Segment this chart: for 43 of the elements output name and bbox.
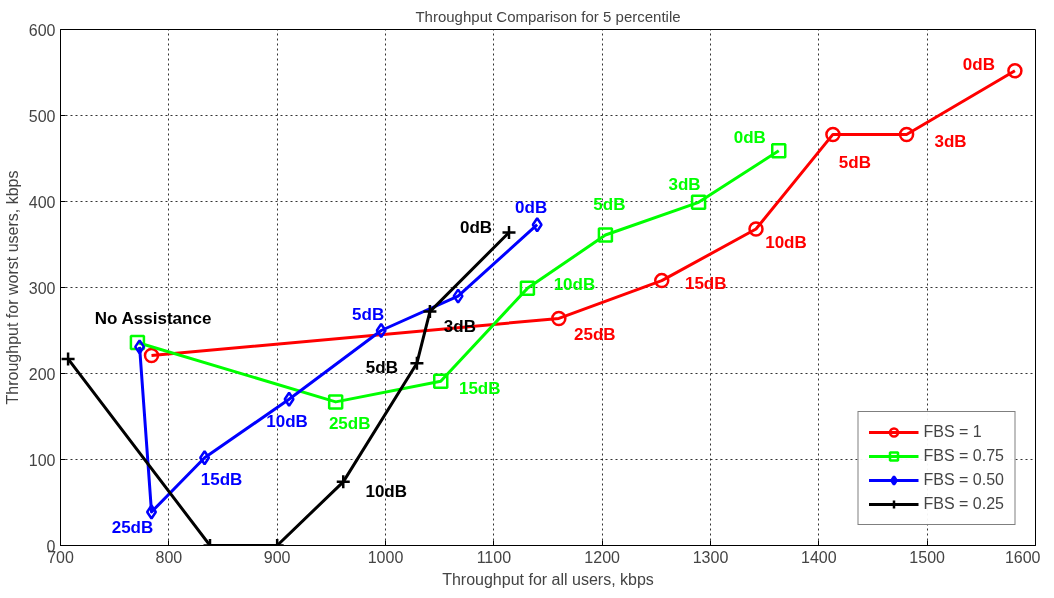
- legend-label: FBS = 0.75: [923, 447, 1004, 465]
- legend-label: FBS = 0.50: [923, 471, 1004, 489]
- annotation: 10dB: [765, 232, 807, 252]
- x-tick-label: 1500: [909, 548, 946, 566]
- x-tick-label: 1200: [584, 548, 621, 566]
- x-tick-label: 1300: [692, 548, 729, 566]
- annotation: 25dB: [111, 518, 154, 538]
- y-tick-label: 300: [28, 279, 56, 297]
- annotation: 0dB: [515, 198, 548, 218]
- y-tick-label: 200: [28, 365, 56, 383]
- y-tick-label: 100: [28, 451, 56, 469]
- x-tick-label: 1600: [1004, 548, 1041, 566]
- chart-title: Throughput Comparison for 5 percentile: [415, 7, 681, 25]
- y-axis-title: Throughput for worst users, kbps: [3, 170, 21, 405]
- annotation: No Assistance: [94, 309, 212, 329]
- annotation: 15dB: [684, 274, 727, 294]
- annotation: 10dB: [553, 274, 596, 294]
- y-tick-label: 600: [28, 21, 56, 39]
- annotation: 10dB: [266, 411, 308, 431]
- annotation: 5dB: [352, 305, 385, 324]
- annotation: 3dB: [668, 174, 701, 194]
- annotation: 3dB: [934, 131, 967, 151]
- y-tick-label: 400: [28, 193, 56, 211]
- x-tick-label: 1400: [801, 548, 837, 566]
- annotation: 5dB: [593, 194, 626, 214]
- y-tick-label: 500: [28, 107, 56, 125]
- annotation: 0dB: [733, 128, 766, 148]
- annotation: 15dB: [458, 378, 501, 398]
- legend-label: FBS = 0.25: [923, 495, 1004, 513]
- x-tick-label: 1100: [476, 548, 512, 566]
- annotation: 5dB: [838, 152, 871, 172]
- annotation: 25dB: [574, 324, 616, 344]
- annotation: 0dB: [459, 217, 493, 237]
- annotation: 25dB: [328, 414, 371, 434]
- annotation: 5dB: [365, 357, 398, 377]
- annotation: 0dB: [962, 55, 995, 75]
- x-tick-label: 900: [263, 548, 291, 566]
- legend-label: FBS = 1: [923, 423, 982, 441]
- annotation: 15dB: [200, 470, 243, 490]
- x-tick-label: 1000: [367, 548, 404, 566]
- x-axis-title: Throughput for all users, kbps: [442, 570, 654, 588]
- annotation: 10dB: [365, 482, 408, 502]
- x-tick-label: 800: [155, 548, 183, 566]
